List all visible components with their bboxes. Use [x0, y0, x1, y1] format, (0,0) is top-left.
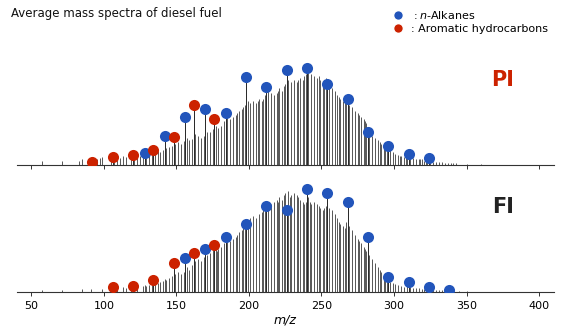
Text: FI: FI [492, 197, 514, 217]
Text: Average mass spectra of diesel fuel: Average mass spectra of diesel fuel [11, 7, 222, 20]
Text: PI: PI [491, 70, 514, 90]
Legend: $: \it{n}$-Alkanes, : Aromatic hydrocarbons: $: \it{n}$-Alkanes, : Aromatic hydrocarb… [387, 9, 548, 34]
X-axis label: m/z: m/z [274, 314, 297, 327]
